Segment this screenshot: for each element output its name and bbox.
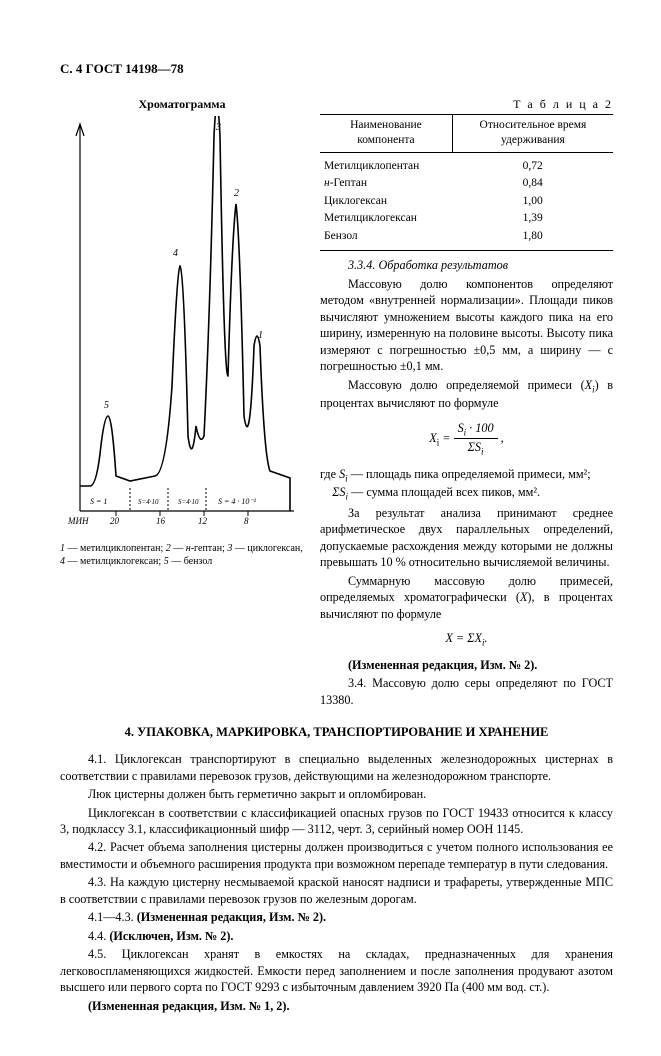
cell: н-Гептан	[320, 175, 452, 193]
cell: Метилциклогексан	[320, 210, 452, 228]
chg1: (Измененная редакция, Изм. № 2).	[320, 657, 613, 673]
s44: 4.4. (Исключен, Изм. № 2).	[60, 928, 613, 944]
cell: 1,80	[452, 228, 613, 251]
p5: 3.4. Массовую долю серы определяют по ГО…	[320, 675, 613, 708]
formula2: X = ΣXi.	[320, 630, 613, 649]
s41b: Циклогексан в соответствии с классификац…	[60, 805, 613, 838]
svg-text:1: 1	[258, 330, 263, 341]
p2: Массовую долю определяемой примеси (Xi) …	[320, 377, 613, 412]
cell: Метилциклопентан	[320, 152, 452, 175]
svg-text:8: 8	[244, 516, 249, 526]
s41a: Люк цистерны должен быть герметично закр…	[60, 786, 613, 802]
table2-label: Т а б л и ц а 2	[320, 96, 613, 112]
s334-title: 3.3.4. Обработка результатов	[348, 257, 613, 273]
p1: Массовую долю компонентов определяют мет…	[320, 276, 613, 375]
cell: Бензол	[320, 228, 452, 251]
s43: 4.3. На каждую цистерну несмываемой крас…	[60, 874, 613, 907]
where: где	[320, 467, 339, 481]
page-header: С. 4 ГОСТ 14198—78	[60, 60, 613, 78]
p4: Суммарную массовую долю примесей, опреде…	[320, 573, 613, 622]
svg-text:S = 4 · 10⁻¹: S = 4 · 10⁻¹	[218, 497, 257, 506]
svg-text:МИН: МИН	[67, 516, 89, 526]
svg-text:3: 3	[215, 122, 221, 133]
section-4-title: 4. УПАКОВКА, МАРКИРОВКА, ТРАНСПОРТИРОВАН…	[60, 724, 613, 741]
cell: 1,00	[452, 193, 613, 211]
s4143: 4.1—4.3. (Измененная редакция, Изм. № 2)…	[60, 909, 613, 925]
cell: 1,39	[452, 210, 613, 228]
p3: За результат анализа принимают среднее а…	[320, 505, 613, 571]
p2-a: Массовую долю определяемой примеси (	[348, 378, 585, 392]
svg-text:S=4·10: S=4·10	[138, 498, 159, 506]
s41: 4.1. Циклогексан транспортируют в специа…	[60, 751, 613, 784]
svg-text:2: 2	[234, 188, 239, 199]
where-block: где Si — площадь пика определяемой приме…	[320, 466, 613, 503]
s45: 4.5. Циклогексан хранят в емкостях на ск…	[60, 946, 613, 995]
svg-text:S = 1: S = 1	[90, 497, 107, 506]
where2b: — сумма площадей всех пиков, мм².	[348, 485, 540, 499]
cell: 0,84	[452, 175, 613, 193]
svg-text:12: 12	[198, 516, 208, 526]
s42: 4.2. Расчет объема заполнения цистерны д…	[60, 839, 613, 872]
svg-text:20: 20	[110, 516, 120, 526]
cell: Циклогексан	[320, 193, 452, 211]
chromatogram-legend: 1 — метилциклопентан; 2 — н-гептан; 3 — …	[60, 542, 304, 568]
th-name: Наименование компонента	[320, 114, 452, 152]
svg-text:16: 16	[156, 516, 166, 526]
where1b: — площадь пика определяемой примеси, мм²…	[348, 467, 591, 481]
formula1: Xi = Si · 100 ΣSi ,	[320, 420, 613, 458]
svg-text:4: 4	[173, 248, 178, 259]
th-ret: Относительное время удерживания	[452, 114, 613, 152]
chromatogram-figure: МИН 20 16 12 8 S = 1 S=4·10 S=4·10 S = 4…	[60, 116, 304, 536]
svg-text:S=4·10: S=4·10	[178, 498, 199, 506]
chromatogram-block: Хроматограмма МИН 20 16 12 8	[60, 96, 304, 711]
f1-eq: =	[442, 431, 453, 445]
table2: Наименование компонента Относительное вр…	[320, 114, 613, 252]
chg2: (Измененная редакция, Изм. № 1, 2).	[60, 998, 613, 1014]
chromatogram-title: Хроматограмма	[60, 96, 304, 112]
svg-text:5: 5	[104, 400, 109, 411]
cell: 0,72	[452, 152, 613, 175]
